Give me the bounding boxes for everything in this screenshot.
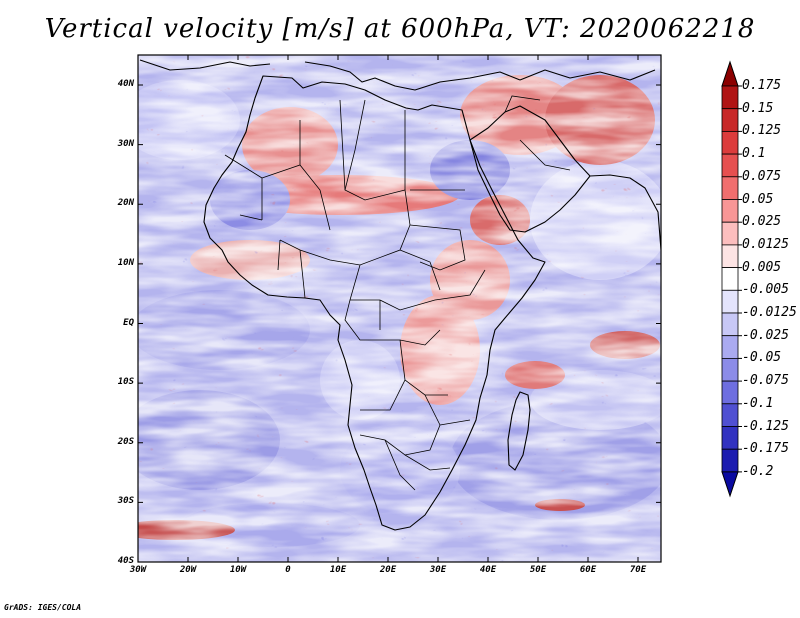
lon-label: 40E	[479, 565, 497, 575]
colorbar-level-label: 0.0125	[742, 236, 789, 252]
colorbar-swatch	[721, 403, 739, 427]
colorbar-swatch	[721, 357, 739, 382]
europe-coastline	[139, 59, 521, 91]
colorbar-swatch	[721, 244, 739, 268]
colorbar-level-label: 0.175	[742, 78, 782, 93]
lon-label: 0	[285, 565, 291, 575]
colorbar-swatch	[721, 153, 739, 178]
lon-label: 70E	[629, 565, 647, 575]
colorbar-level-label: 0.15	[742, 100, 774, 116]
colorbar-level-label: 0.075	[742, 168, 782, 184]
colorbar-level-label: 0.1	[742, 146, 766, 162]
lat-label: 10N	[117, 257, 134, 268]
lat-label: 20N	[117, 198, 134, 209]
lon-label: 60E	[579, 565, 597, 575]
lat-label: 30S	[117, 496, 134, 507]
colorbar-swatch	[721, 380, 739, 405]
lon-label: 30W	[129, 565, 147, 575]
colorbar-swatch	[721, 85, 739, 110]
lon-label: 20W	[179, 565, 197, 575]
colorbar-level-label: -0.125	[742, 418, 789, 434]
field-speckle-blue	[138, 55, 661, 562]
colorbar-swatch	[721, 289, 739, 314]
colorbar-swatch	[721, 448, 739, 473]
colorbar-swatch	[721, 335, 739, 359]
lon-label: 50E	[529, 565, 547, 575]
lat-label: 10S	[117, 377, 134, 388]
lon-label: 30E	[429, 565, 447, 575]
colorbar-swatch	[721, 199, 739, 223]
colorbar-level-label: -0.175	[742, 441, 789, 457]
africa-coastline	[203, 75, 546, 531]
colorbar-level-label: -0.025	[742, 327, 789, 343]
plot-frame	[137, 54, 662, 563]
colorbar-level-label: 0.05	[742, 191, 774, 207]
colorbar-level-label: 0.125	[742, 123, 782, 139]
credit-text: GrADS: IGES/COLA	[4, 603, 82, 612]
colorbar	[721, 60, 742, 498]
lat-label: 20S	[117, 436, 134, 447]
colorbar-level-label: -0.05	[742, 350, 782, 366]
country-borders	[224, 95, 571, 491]
colorbar-max-arrow	[721, 60, 739, 87]
arabia-coastline	[469, 105, 591, 233]
colorbar-level-label: -0.075	[742, 373, 789, 389]
lon-label: 20E	[379, 565, 397, 575]
colorbar-level-label: -0.005	[742, 282, 789, 298]
lon-label: 10W	[229, 565, 247, 575]
coastlines	[139, 59, 661, 531]
chart-title: Vertical velocity [m/s] at 600hPa, VT: 2…	[44, 14, 756, 44]
colorbar-min-arrow	[721, 471, 739, 498]
lat-label: 40S	[117, 556, 134, 566]
colorbar-level-label: 0.005	[742, 259, 782, 275]
colorbar-level-label: -0.2	[742, 463, 774, 479]
asia-coastline	[519, 69, 661, 251]
madagascar-coastline	[507, 391, 531, 471]
field-layer	[138, 55, 661, 562]
colorbar-swatch	[721, 176, 739, 200]
colorbar-level-label: -0.0125	[742, 305, 797, 320]
lat-label: EQ	[123, 317, 134, 328]
colorbar-level-label: -0.1	[742, 395, 774, 411]
lon-label: 10E	[329, 565, 347, 575]
colorbar-swatch	[721, 312, 739, 337]
colorbar-swatch	[721, 267, 739, 291]
colorbar-swatch	[721, 108, 739, 132]
colorbar-swatch	[721, 221, 739, 246]
colorbar-swatch	[721, 426, 739, 450]
colorbar-level-label: 0.025	[742, 214, 782, 230]
lat-label: 40N	[117, 79, 134, 89]
lat-label: 30N	[117, 138, 134, 149]
colorbar-swatch	[721, 130, 739, 155]
